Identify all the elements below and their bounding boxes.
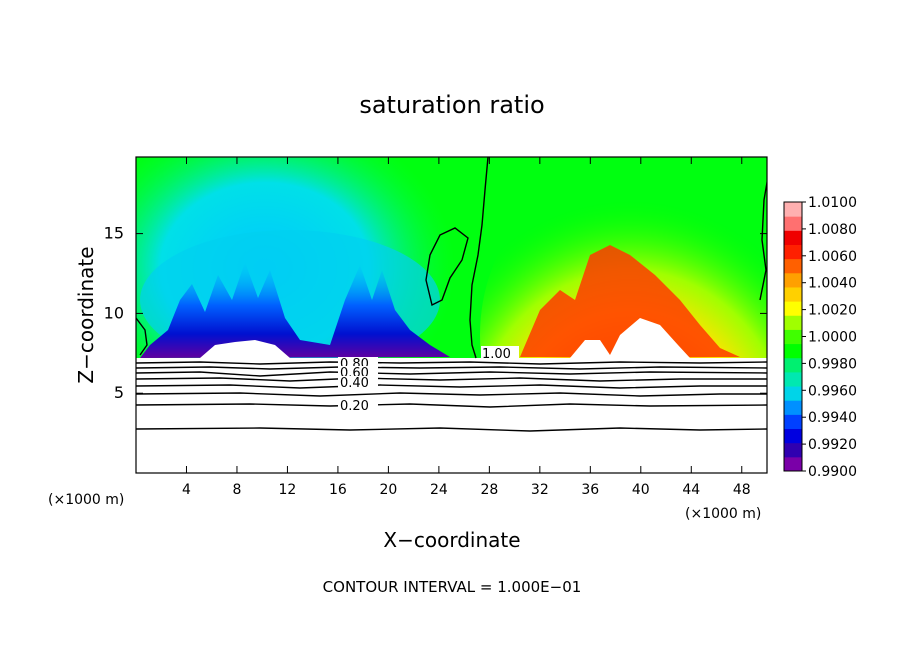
y-axis-label: Z−coordinate bbox=[74, 246, 98, 383]
colorbar-swatch bbox=[784, 414, 802, 430]
contour-0-70 bbox=[136, 366, 767, 370]
y-tick-label: 15 bbox=[104, 224, 124, 243]
x-tick-label: 4 bbox=[182, 482, 191, 498]
contour-0-10 bbox=[136, 427, 767, 432]
x-tick-label: 12 bbox=[279, 482, 297, 498]
colorbar-label: 0.9900 bbox=[808, 464, 857, 480]
colorbar-label: 0.9960 bbox=[808, 383, 857, 399]
colorbar-label: 0.9920 bbox=[808, 437, 857, 453]
x-tick-label: 48 bbox=[733, 482, 751, 498]
colorbar-swatch bbox=[784, 357, 802, 373]
colorbar-swatch bbox=[784, 343, 802, 359]
colorbar-swatch bbox=[784, 371, 802, 387]
colorbar-swatch bbox=[784, 258, 802, 274]
plot-frame bbox=[135, 156, 768, 474]
x-axis-ticks: 4 8 12 16 20 24 28 32 36 40 44 48 bbox=[182, 157, 751, 498]
colorbar-swatch bbox=[784, 216, 802, 231]
lower-layer bbox=[136, 358, 767, 473]
contour-lines bbox=[136, 157, 767, 432]
plot-area: 1.00 0.80 0.60 0.40 0.20 bbox=[136, 157, 767, 473]
colorbar-label: 1.0080 bbox=[808, 222, 857, 238]
colorbar-label: 0.9980 bbox=[808, 356, 857, 372]
colorbar-swatch bbox=[784, 230, 802, 245]
colorbar-swatch bbox=[784, 272, 802, 288]
contour-label-box bbox=[338, 398, 378, 412]
x-axis-label: X−coordinate bbox=[383, 528, 520, 552]
y-tick-label: 5 bbox=[114, 383, 124, 402]
colorbar-label: 1.0020 bbox=[808, 303, 857, 319]
colorbar-swatch bbox=[784, 442, 802, 458]
contour-labels: 1.00 0.80 0.60 0.40 0.20 bbox=[338, 346, 519, 414]
supersaturation-core bbox=[520, 245, 740, 357]
dry-layer-left bbox=[140, 262, 450, 358]
contour-interval-note: CONTOUR INTERVAL = 1.000E−01 bbox=[323, 578, 582, 596]
contour-label-box bbox=[338, 366, 378, 378]
contour-0-60 bbox=[136, 371, 767, 377]
contour-label-020: 0.20 bbox=[340, 399, 369, 414]
x-tick-label: 28 bbox=[480, 482, 498, 498]
colorbar-label: 0.9940 bbox=[808, 410, 857, 426]
x-tick-label: 8 bbox=[232, 482, 241, 498]
colorbar-swatch bbox=[784, 244, 802, 260]
colorbar-swatch bbox=[784, 386, 802, 401]
chart-title: saturation ratio bbox=[359, 91, 544, 119]
contour-0-50 bbox=[136, 377, 767, 382]
colorbar-swatch bbox=[784, 428, 802, 444]
colorbar-swatch bbox=[784, 329, 802, 345]
contour-label-box bbox=[481, 346, 519, 360]
colorbar-label: 1.0040 bbox=[808, 276, 857, 292]
contour-0-20 bbox=[136, 403, 767, 408]
x-tick-label: 40 bbox=[632, 482, 650, 498]
colorbar-swatch bbox=[784, 456, 802, 472]
colorbar-frame bbox=[783, 201, 803, 472]
x-tick-label: 16 bbox=[329, 482, 347, 498]
colorbar-swatch bbox=[784, 315, 802, 330]
contour-1-00-vertical bbox=[469, 157, 489, 359]
colorbar-label: 1.0060 bbox=[808, 249, 857, 265]
contour-0-30 bbox=[136, 392, 767, 397]
y-axis-ticks: 5 10 15 bbox=[104, 224, 767, 402]
x-tick-label: 24 bbox=[430, 482, 448, 498]
contour-label-100: 1.00 bbox=[482, 347, 511, 362]
x-unit-right: (×1000 m) bbox=[685, 506, 761, 522]
x-unit-left: (×1000 m) bbox=[48, 492, 124, 508]
colorbar-label: 1.0100 bbox=[808, 195, 857, 211]
contour-1-00-left bbox=[136, 317, 148, 356]
colorbar-swatch bbox=[784, 400, 802, 415]
colorbar-swatch bbox=[784, 202, 802, 217]
surface-gap-left bbox=[200, 340, 290, 358]
x-tick-label: 32 bbox=[531, 482, 549, 498]
colorbar-swatch bbox=[784, 301, 802, 316]
x-tick-label: 20 bbox=[379, 482, 397, 498]
colorbar-swatch bbox=[784, 286, 802, 302]
colorbar: 1.0100 1.0080 1.0060 1.0040 1.0020 1.0000 0.99… bbox=[784, 195, 857, 480]
x-tick-label: 36 bbox=[581, 482, 599, 498]
contour-1-00-right bbox=[759, 178, 767, 301]
contour-0-80 bbox=[136, 361, 767, 365]
x-tick-label: 44 bbox=[682, 482, 700, 498]
contour-label-box bbox=[338, 376, 378, 389]
colorbar-label: 1.0000 bbox=[808, 330, 857, 346]
contour-1-00-loop bbox=[425, 227, 469, 307]
surface-gap-right bbox=[570, 318, 690, 358]
contour-label-040: 0.40 bbox=[340, 376, 369, 391]
y-tick-label: 10 bbox=[104, 303, 124, 322]
contour-0-40 bbox=[136, 384, 767, 389]
